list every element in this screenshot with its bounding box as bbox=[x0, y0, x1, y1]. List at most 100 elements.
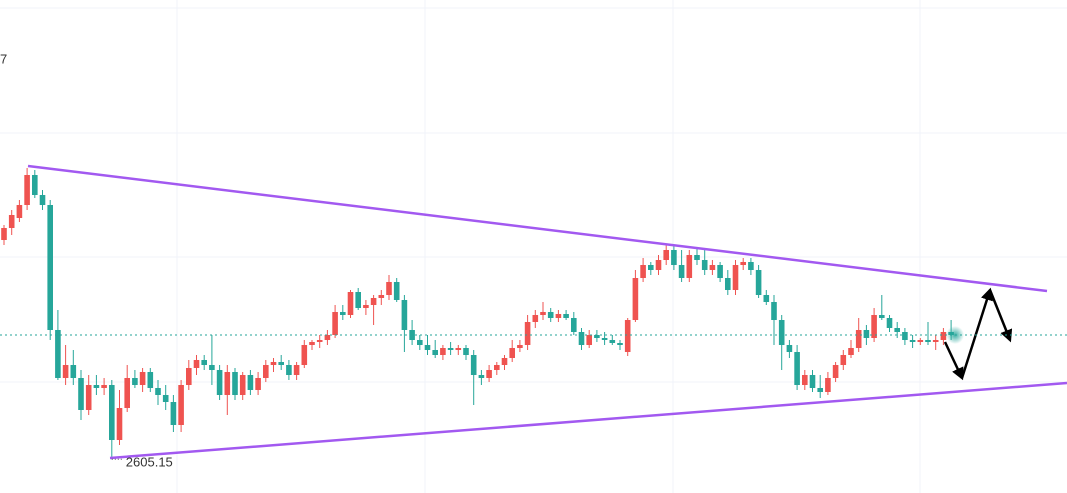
candle-body bbox=[332, 312, 338, 335]
candle-body bbox=[139, 372, 146, 385]
candle-body bbox=[663, 250, 669, 260]
candle-body bbox=[47, 205, 53, 330]
candle-body bbox=[209, 365, 215, 370]
candle-body bbox=[802, 375, 808, 385]
candle-body bbox=[855, 330, 862, 348]
candle-body bbox=[786, 345, 793, 352]
candle-body bbox=[732, 265, 739, 290]
candle-body bbox=[470, 355, 477, 375]
candle-body bbox=[378, 295, 385, 298]
candle-body bbox=[286, 365, 292, 375]
candle-body bbox=[609, 340, 616, 343]
candle-body bbox=[363, 305, 369, 308]
candle-body bbox=[447, 348, 454, 350]
candle-body bbox=[848, 348, 854, 355]
candles bbox=[1, 168, 954, 460]
candle-body bbox=[417, 340, 423, 345]
candle-body bbox=[809, 375, 816, 388]
candle-body bbox=[640, 265, 646, 278]
price-glow bbox=[946, 326, 965, 344]
candle-body bbox=[648, 265, 654, 270]
candle-body bbox=[386, 282, 392, 295]
candle-body bbox=[586, 335, 592, 345]
candle-body bbox=[270, 362, 277, 365]
candle-body bbox=[825, 378, 831, 392]
candle-body bbox=[794, 352, 800, 385]
candle-body bbox=[255, 378, 261, 390]
candle-body bbox=[101, 385, 107, 388]
candle-body bbox=[709, 265, 716, 270]
candle-body bbox=[617, 343, 623, 345]
candle-body bbox=[701, 260, 708, 270]
candle-body bbox=[879, 315, 885, 318]
candle-body bbox=[162, 395, 169, 402]
projection-arrows bbox=[943, 287, 1013, 381]
candle-body bbox=[547, 312, 554, 318]
candle-body bbox=[401, 300, 408, 330]
candle-body bbox=[863, 330, 870, 338]
candle-body bbox=[124, 378, 130, 408]
candle-body bbox=[748, 262, 754, 270]
candle-body bbox=[694, 255, 700, 260]
candle-body bbox=[1, 228, 7, 240]
candle-body bbox=[486, 370, 492, 378]
candle-body bbox=[247, 375, 254, 390]
candle-body bbox=[263, 365, 269, 378]
candle-body bbox=[524, 322, 531, 345]
candle-body bbox=[116, 408, 123, 440]
candle-body bbox=[309, 342, 315, 345]
candle-body bbox=[563, 314, 569, 318]
candle-body bbox=[771, 302, 777, 320]
candle-body bbox=[155, 388, 161, 395]
candle-body bbox=[594, 335, 600, 338]
candle-body bbox=[571, 318, 577, 332]
candle-body bbox=[909, 340, 916, 342]
candle-body bbox=[70, 365, 77, 378]
candle-body bbox=[478, 375, 485, 378]
candle-body bbox=[301, 345, 308, 365]
candle-body bbox=[147, 372, 154, 388]
candle-body bbox=[509, 348, 515, 358]
arrow bbox=[960, 287, 993, 379]
candle-body bbox=[717, 265, 723, 278]
candle-body bbox=[232, 372, 238, 395]
candle-body bbox=[840, 355, 847, 365]
candle-body bbox=[278, 362, 284, 365]
candle-body bbox=[517, 345, 523, 348]
candle-body bbox=[432, 350, 438, 355]
candle-body bbox=[85, 385, 92, 410]
candle-body bbox=[324, 335, 331, 340]
candle-body bbox=[293, 365, 300, 375]
candle-body bbox=[62, 365, 69, 378]
candle-body bbox=[170, 402, 177, 425]
candle-body bbox=[578, 332, 585, 345]
candle-body bbox=[55, 330, 61, 378]
candle-body bbox=[178, 385, 184, 425]
candle-body bbox=[355, 292, 361, 308]
candle-body bbox=[424, 345, 431, 350]
candle-body bbox=[886, 318, 893, 328]
arrow bbox=[988, 289, 1013, 343]
candle-body bbox=[925, 340, 931, 342]
arrow bbox=[943, 341, 964, 381]
candle-body bbox=[224, 372, 231, 395]
candle-body bbox=[678, 265, 685, 278]
candle-body bbox=[24, 175, 30, 205]
candle-body bbox=[440, 348, 446, 355]
candle-body bbox=[32, 175, 38, 195]
candle-body bbox=[894, 328, 900, 332]
candle-body bbox=[463, 348, 469, 355]
candle-body bbox=[455, 348, 462, 350]
candle-body bbox=[725, 278, 731, 290]
candle-body bbox=[763, 295, 770, 302]
candle-body bbox=[409, 330, 415, 340]
candle-body bbox=[393, 282, 400, 300]
candle-body bbox=[340, 312, 346, 315]
candle-body bbox=[755, 270, 762, 295]
candle-body bbox=[871, 315, 877, 338]
candle-body bbox=[624, 320, 631, 352]
candle-body bbox=[832, 365, 839, 378]
candle-body bbox=[632, 278, 639, 320]
